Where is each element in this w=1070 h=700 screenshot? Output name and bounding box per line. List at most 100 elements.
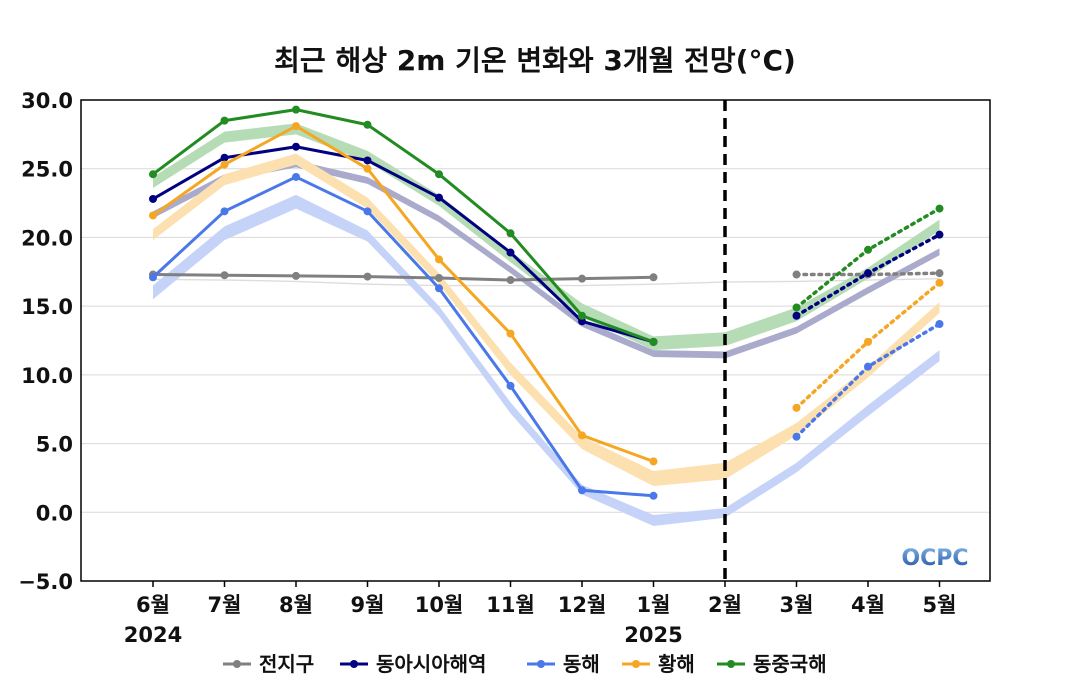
legend-item: 동아시아해역 <box>340 652 486 676</box>
y-axis-ticks: 30.0 25.0 20.0 15.0 10.0 5.0 0.0 −5.0 <box>18 89 73 594</box>
data-point <box>220 271 229 280</box>
data-point <box>292 172 300 181</box>
plot-frame <box>80 99 991 582</box>
gridlines <box>81 99 990 582</box>
data-point <box>363 164 372 173</box>
y-tick-label: 30.0 <box>21 89 73 113</box>
data-point <box>292 142 300 151</box>
data-point <box>506 229 515 238</box>
x-tick-label: 12월 <box>558 593 607 617</box>
data-point <box>149 170 157 179</box>
data-point <box>935 230 944 239</box>
x-tick-label: 6월 <box>136 593 170 617</box>
series <box>149 105 944 346</box>
y-tick-label: 15.0 <box>21 295 73 319</box>
climatology-bands <box>153 123 940 527</box>
data-point <box>506 248 515 257</box>
data-point <box>578 311 586 320</box>
observed-line <box>152 124 655 463</box>
y-tick-label: 25.0 <box>21 158 73 182</box>
data-point <box>435 170 443 179</box>
data-point <box>792 303 801 312</box>
data-point <box>506 329 515 338</box>
x-tick-label: 9월 <box>351 593 385 617</box>
data-point <box>220 153 229 162</box>
x-axis-ticks: 6월 7월 8월 9월 10월 11월 12월 1월 2월 3월 4월 5월 2024 2025 <box>124 581 957 647</box>
legend-item: 전지구 <box>223 652 314 676</box>
legend-item: 황해 <box>622 652 695 676</box>
observed-line <box>152 273 654 282</box>
legend-swatch-marker <box>632 660 640 668</box>
data-point <box>363 207 372 216</box>
data-point <box>935 269 944 278</box>
legend-item: 동중국해 <box>717 652 827 676</box>
x-tick-label: 7월 <box>208 593 242 617</box>
data-point <box>792 311 801 320</box>
legend-label: 전지구 <box>259 652 314 676</box>
data-point <box>935 204 944 213</box>
legend-swatch-marker <box>727 660 735 668</box>
legend-label: 동중국해 <box>753 652 827 676</box>
data-point <box>220 207 229 216</box>
data-point <box>792 432 801 441</box>
y-tick-label: 0.0 <box>36 501 73 525</box>
year-label: 2024 <box>124 623 182 647</box>
x-tick-label: 2월 <box>708 593 742 617</box>
data-point <box>792 270 801 279</box>
year-label: 2025 <box>624 623 682 647</box>
data-point <box>363 156 372 165</box>
data-point <box>935 278 944 287</box>
x-tick-label: 5월 <box>923 593 957 617</box>
observed-line <box>152 108 655 344</box>
data-point <box>292 271 300 280</box>
x-tick-label: 10월 <box>415 593 464 617</box>
x-tick-label: 8월 <box>279 593 313 617</box>
data-point <box>435 193 443 202</box>
y-tick-label: −5.0 <box>18 570 73 594</box>
x-tick-label: 3월 <box>780 593 814 617</box>
data-point <box>649 337 658 346</box>
data-point <box>506 276 515 285</box>
legend-swatch-marker <box>537 660 545 668</box>
ocpc-logo: OCPC <box>901 546 968 571</box>
data-point <box>363 272 372 281</box>
data-point <box>578 274 586 283</box>
series <box>149 172 944 500</box>
series <box>149 122 944 466</box>
series-lines <box>149 105 944 500</box>
legend-item: 동해 <box>527 652 600 676</box>
climatology-band <box>153 194 940 527</box>
data-point <box>435 273 443 282</box>
x-tick-label: 1월 <box>637 593 671 617</box>
y-tick-label: 20.0 <box>21 226 73 250</box>
data-point <box>363 120 372 129</box>
data-point <box>292 105 300 114</box>
legend-swatch-marker <box>233 660 241 668</box>
data-point <box>220 160 229 169</box>
data-point <box>864 269 872 278</box>
observed-line <box>152 145 654 344</box>
legend-label: 동해 <box>563 652 600 676</box>
series <box>149 142 944 346</box>
legend-swatch-marker <box>350 660 358 668</box>
data-point <box>220 116 229 125</box>
x-tick-label: 4월 <box>851 593 885 617</box>
observed-line <box>151 175 654 498</box>
data-point <box>578 431 586 440</box>
y-tick-label: 5.0 <box>36 433 73 457</box>
chart-title: 최근 해상 2m 기온 변화와 3개월 전망(°C) <box>274 44 796 77</box>
x-tick-label: 11월 <box>486 593 535 617</box>
legend-label: 황해 <box>658 652 695 676</box>
data-point <box>864 245 872 254</box>
data-point <box>149 273 157 282</box>
y-tick-label: 10.0 <box>21 364 73 388</box>
data-point <box>649 457 658 466</box>
data-point <box>864 362 872 371</box>
legend: 전지구 동아시아해역 동해 황해 동중국해 <box>223 652 827 676</box>
data-point <box>149 194 157 203</box>
climatology-band <box>153 277 940 287</box>
data-point <box>292 122 300 131</box>
data-point <box>935 320 944 329</box>
data-point <box>435 255 443 264</box>
